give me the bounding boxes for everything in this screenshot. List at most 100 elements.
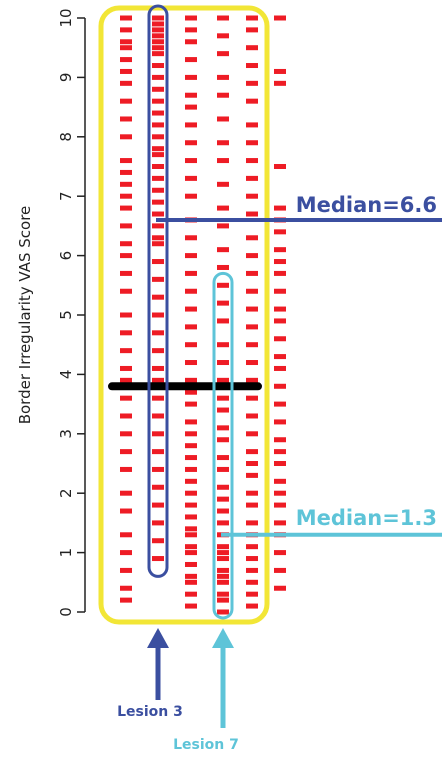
- mark-col4-35: [217, 573, 229, 579]
- mark-col5-20: [246, 360, 258, 366]
- mark-col1-6: [120, 68, 132, 74]
- mark-col3-5: [185, 74, 197, 80]
- mark-col1-34: [120, 550, 132, 556]
- mark-col3-30: [185, 478, 197, 484]
- mark-col5-6: [246, 98, 258, 104]
- mark-col2-37: [152, 466, 164, 472]
- mark-col4-13: [217, 264, 229, 270]
- y-axis-label: Border Irregularity VAS Score: [16, 206, 34, 425]
- mark-col2-19: [152, 187, 164, 193]
- mark-col3-33: [185, 514, 197, 520]
- mark-col4-6: [217, 116, 229, 122]
- mark-col3-6: [185, 92, 197, 98]
- mark-col2-33: [152, 395, 164, 401]
- mark-col5-32: [246, 544, 258, 550]
- mark-col5-9: [246, 158, 258, 164]
- mark-col1-25: [120, 377, 132, 383]
- mark-col1-27: [120, 413, 132, 419]
- mark-col4-21: [217, 407, 229, 413]
- mark-col1-20: [120, 288, 132, 294]
- mark-col6-11: [274, 288, 286, 294]
- mark-col6-26: [274, 520, 286, 526]
- mark-col3-10: [185, 158, 197, 164]
- mark-col3-11: [185, 175, 197, 181]
- mark-col1-13: [120, 181, 132, 187]
- mark-col1-30: [120, 466, 132, 472]
- mark-col5-15: [246, 270, 258, 276]
- mark-col3-25: [185, 419, 197, 425]
- mark-col6-30: [274, 585, 286, 591]
- mark-col6-5: [274, 205, 286, 211]
- mark-col3-29: [185, 466, 197, 472]
- mark-col1-7: [120, 80, 132, 86]
- mark-col2-12: [152, 110, 164, 116]
- mark-col1-17: [120, 241, 132, 247]
- y-tick-label-2: 2: [57, 488, 75, 498]
- mark-col2-7: [152, 51, 164, 57]
- lesion-label-1: Lesion 3: [117, 704, 183, 720]
- mark-col2-20: [152, 199, 164, 205]
- mark-col2-15: [152, 146, 164, 152]
- mark-col2-23: [152, 235, 164, 241]
- mark-col2-25: [152, 259, 164, 265]
- mark-col1-1: [120, 15, 132, 21]
- mark-col2-41: [152, 538, 164, 544]
- mark-col4-22: [217, 425, 229, 431]
- mark-col4-1: [217, 15, 229, 21]
- mark-col5-16: [246, 288, 258, 294]
- lesion-arrow-head-1: [147, 628, 169, 648]
- mark-col5-34: [246, 567, 258, 573]
- mark-col1-5: [120, 57, 132, 63]
- mark-col5-10: [246, 175, 258, 181]
- mark-col6-24: [274, 490, 286, 496]
- mark-col1-12: [120, 169, 132, 175]
- mark-col2-4: [152, 33, 164, 39]
- mark-col5-36: [246, 591, 258, 597]
- mark-col4-39: [217, 609, 229, 615]
- mark-col3-20: [185, 342, 197, 348]
- mark-col6-3: [274, 80, 286, 86]
- mark-col1-32: [120, 508, 132, 514]
- mark-col2-17: [152, 164, 164, 169]
- mark-col4-10: [217, 205, 229, 211]
- mark-col2-24: [152, 241, 164, 247]
- mark-col4-20: [217, 395, 229, 401]
- mark-col2-29: [152, 330, 164, 336]
- mark-col2-38: [152, 484, 164, 490]
- mark-col2-1: [152, 15, 164, 21]
- mark-col3-2: [185, 27, 197, 33]
- mark-col3-12: [185, 193, 197, 199]
- mark-col4-7: [217, 140, 229, 146]
- mark-col1-23: [120, 348, 132, 354]
- mark-col1-33: [120, 532, 132, 538]
- mark-col5-27: [246, 472, 258, 478]
- mark-col1-18: [120, 253, 132, 259]
- mark-col2-16: [152, 152, 164, 158]
- mark-col3-23: [185, 389, 197, 395]
- mark-col5-24: [246, 431, 258, 437]
- mark-col3-42: [185, 603, 197, 609]
- mark-col3-34: [185, 526, 197, 532]
- mark-col6-15: [274, 354, 286, 360]
- mark-col6-13: [274, 318, 286, 324]
- mark-col5-33: [246, 556, 258, 562]
- mark-col4-28: [217, 508, 229, 514]
- mark-col2-34: [152, 413, 164, 419]
- mark-col5-26: [246, 461, 258, 466]
- mark-col3-40: [185, 579, 197, 585]
- mark-col4-12: [217, 247, 229, 253]
- mark-col3-22: [185, 377, 197, 383]
- y-tick-label-7: 7: [57, 191, 75, 201]
- mark-col2-3: [152, 27, 164, 33]
- y-tick-label-6: 6: [57, 251, 75, 261]
- mark-col6-7: [274, 229, 286, 235]
- data-marks: [120, 15, 286, 615]
- mark-col3-24: [185, 401, 197, 407]
- mark-col3-31: [185, 490, 197, 496]
- mark-col4-19: [217, 377, 229, 383]
- outline-box: [98, 5, 270, 625]
- mark-col2-22: [152, 223, 164, 229]
- mark-col1-37: [120, 597, 132, 603]
- mark-col5-19: [246, 342, 258, 348]
